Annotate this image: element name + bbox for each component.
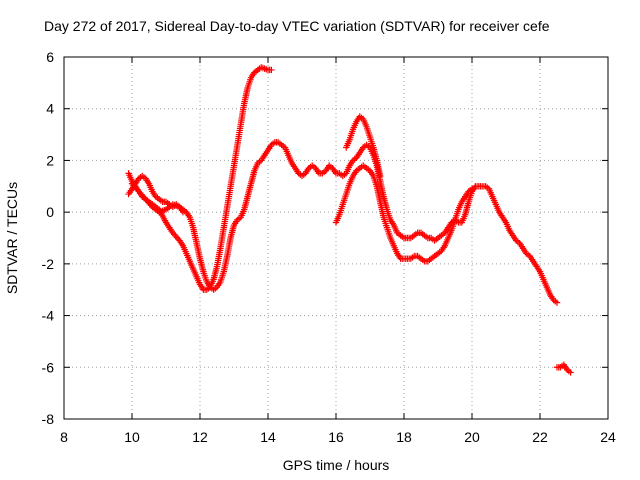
data-point	[553, 299, 561, 306]
x-tick-label: 16	[328, 429, 344, 445]
data-point	[268, 66, 275, 74]
y-axis-label: SDTVAR / TECUs	[4, 182, 20, 294]
grid-lines	[64, 57, 608, 419]
series-trace-d	[343, 113, 384, 180]
y-tick-label: 6	[46, 49, 54, 65]
data-point	[377, 172, 384, 180]
data-point	[179, 208, 187, 216]
x-tick-label: 20	[464, 429, 480, 445]
y-tick-label: -6	[42, 359, 55, 375]
x-tick-label: 22	[532, 429, 548, 445]
series-trace-c	[332, 162, 476, 265]
data-point	[468, 185, 476, 193]
y-tick-label: 0	[46, 204, 54, 220]
x-axis-label: GPS time / hours	[283, 457, 390, 473]
x-tick-label: 18	[396, 429, 412, 445]
y-tick-label: -8	[42, 411, 55, 427]
x-tick-label: 24	[600, 429, 616, 445]
x-tick-label: 14	[260, 429, 276, 445]
data-series	[125, 64, 574, 376]
series-trace-f	[553, 361, 574, 376]
series-trace-e	[128, 180, 187, 216]
y-tick-label: -2	[42, 256, 55, 272]
data-point	[567, 369, 574, 376]
y-tick-label: 4	[46, 101, 54, 117]
chart-title: Day 272 of 2017, Sidereal Day-to-day VTE…	[44, 18, 550, 34]
y-tick-label: -4	[42, 308, 55, 324]
x-tick-label: 8	[60, 429, 68, 445]
x-tick-label: 12	[192, 429, 208, 445]
x-tick-label: 10	[124, 429, 140, 445]
series-trace-b	[125, 139, 561, 306]
y-tick-label: 2	[46, 152, 54, 168]
